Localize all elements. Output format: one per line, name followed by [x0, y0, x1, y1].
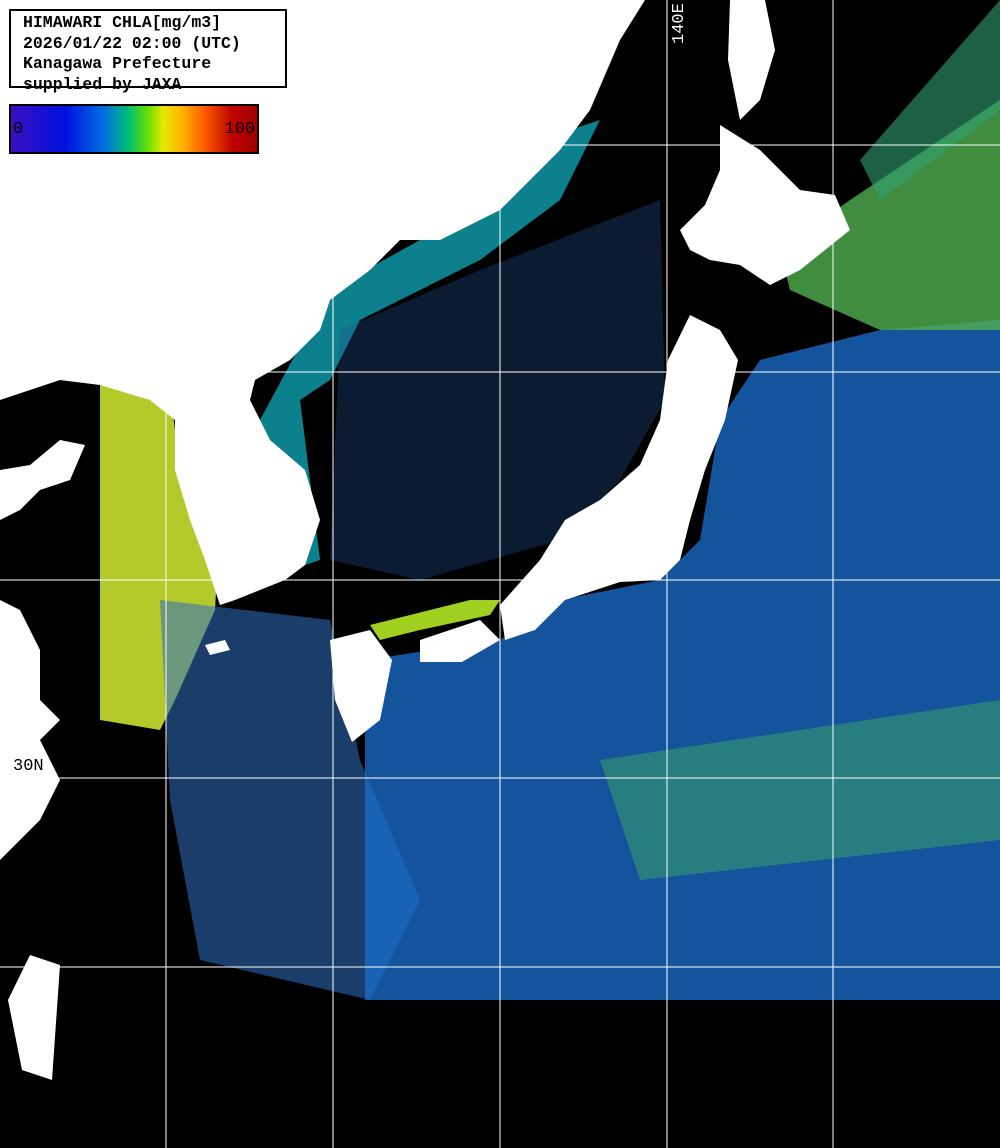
scale-max-label: 100 [224, 120, 255, 139]
pacific-chla [365, 320, 1000, 1000]
lon-label-140e: 140E [670, 3, 689, 44]
ocean-data-layer [100, 0, 1000, 1000]
jeju-island [205, 640, 230, 655]
observation-time: 2026/01/22 02:00 (UTC) [23, 33, 241, 53]
seto-inland-sea-chla [370, 600, 500, 640]
hokkaido [680, 125, 850, 285]
product-title: HIMAWARI CHLA[mg/m3] [23, 13, 222, 32]
scale-min-label: 0 [13, 120, 24, 139]
lat-label-30n: 30N [13, 757, 44, 776]
color-scale-bar: 0 100 [9, 104, 259, 154]
honshu [500, 315, 738, 640]
china-coast-shandong [0, 440, 85, 520]
sea-of-japan-coast-chla [260, 120, 600, 570]
okhotsk-chla [780, 100, 1000, 330]
data-source: supplied by JAXA [23, 74, 182, 94]
lat-label-40n: 40N [13, 351, 44, 370]
china-coast-south [0, 600, 60, 860]
taiwan [8, 955, 60, 1080]
ulleungdo-island [400, 128, 428, 165]
shikoku [420, 620, 500, 662]
sea-of-japan-streaks [330, 200, 665, 580]
okhotsk-north-chla [860, 0, 1000, 200]
map-info-box: HIMAWARI CHLA[mg/m3] 2026/01/22 02:00 (U… [9, 9, 287, 94]
publisher: Kanagawa Prefecture [23, 54, 212, 73]
pacific-green-band [600, 700, 1000, 880]
sakhalin [728, 0, 775, 120]
kyushu [330, 630, 392, 742]
east-china-sea-chla [160, 600, 420, 1000]
